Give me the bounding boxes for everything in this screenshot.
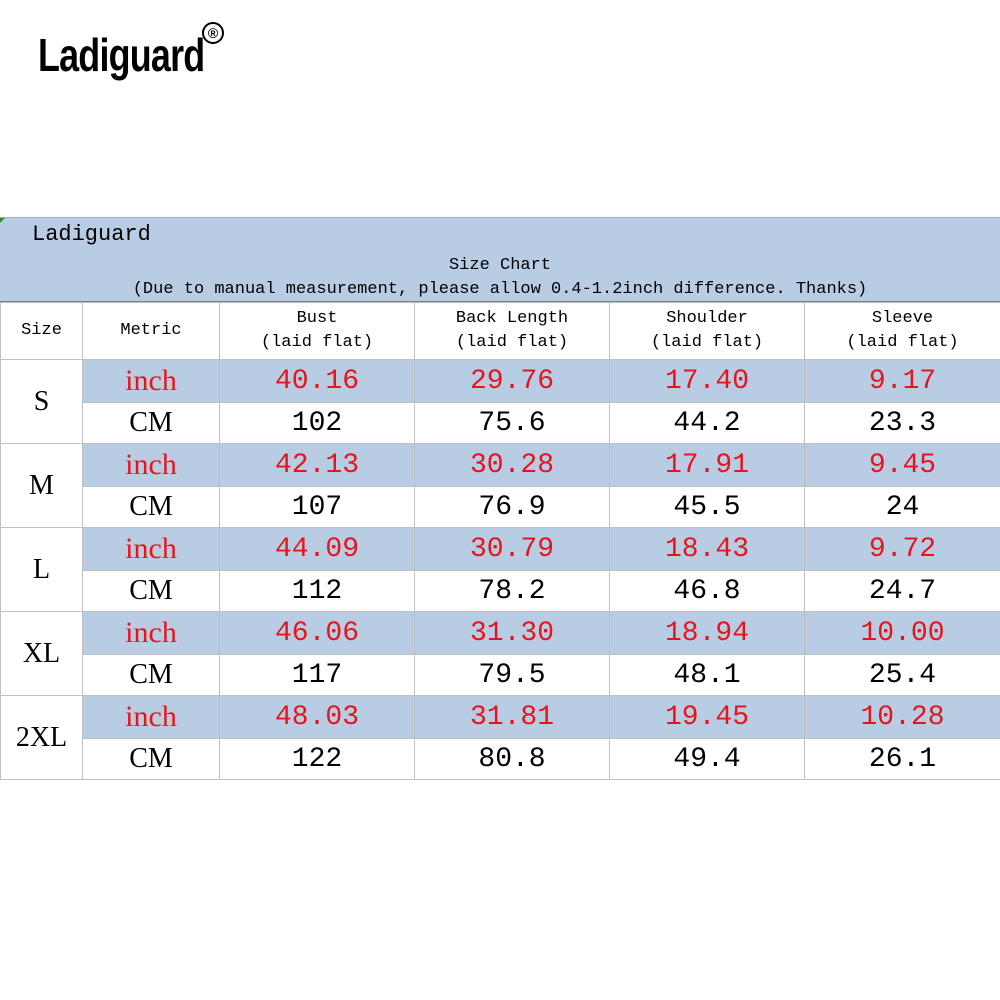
value-cell: 44.2 [609, 402, 805, 444]
metric-inch: inch [82, 443, 220, 487]
size-label: 2XL [0, 695, 83, 780]
chart-brand: Ladiguard [32, 222, 151, 247]
value-cell: 48.03 [219, 695, 415, 739]
value-cell: 79.5 [414, 654, 610, 696]
size-row-cm: CM 107 76.9 45.5 24 [1, 486, 1000, 528]
chart-title: Size Chart [448, 256, 552, 275]
size-row-cm: CM 117 79.5 48.1 25.4 [1, 654, 1000, 696]
logo-text: Ladiguard [38, 29, 205, 81]
size-row-cm: CM 102 75.6 44.2 23.3 [1, 402, 1000, 444]
size-chart: Ladiguard Size Chart (Due to manual meas… [0, 217, 1000, 780]
metric-cm: CM [82, 738, 220, 780]
header-shoulder-sub: (laid flat) [650, 333, 764, 352]
value-cell: 40.16 [219, 359, 415, 403]
value-cell: 30.28 [414, 443, 610, 487]
value-cell: 26.1 [804, 738, 1000, 780]
metric-inch: inch [82, 611, 220, 655]
registered-mark: ® [202, 22, 224, 44]
header-back-length-sub: (laid flat) [455, 333, 569, 352]
metric-cm: CM [82, 654, 220, 696]
value-cell: 25.4 [804, 654, 1000, 696]
size-row-inch: XL inch 46.06 31.30 18.94 10.00 [0, 611, 1000, 696]
value-cell: 10.00 [804, 611, 1000, 655]
value-cell: 24.7 [804, 570, 1000, 612]
value-cell: 46.06 [219, 611, 415, 655]
header-sleeve: Sleeve (laid flat) [804, 302, 1000, 360]
header-bust-sub: (laid flat) [260, 333, 374, 352]
metric-cm: CM [82, 402, 220, 444]
value-cell: 80.8 [414, 738, 610, 780]
value-cell: 45.5 [609, 486, 805, 528]
metric-inch: inch [82, 527, 220, 571]
value-cell: 31.30 [414, 611, 610, 655]
value-cell: 24 [804, 486, 1000, 528]
value-cell: 112 [219, 570, 415, 612]
column-header-row: Size Metric Bust (laid flat) Back Length… [0, 302, 1000, 360]
value-cell: 17.40 [609, 359, 805, 403]
value-cell: 29.76 [414, 359, 610, 403]
header-bust-label: Bust [296, 309, 338, 328]
header-sleeve-sub: (laid flat) [846, 333, 959, 352]
brand-logo: Ladiguard ® [38, 22, 251, 88]
value-cell: 30.79 [414, 527, 610, 571]
value-cell: 46.8 [609, 570, 805, 612]
value-cell: 122 [219, 738, 415, 780]
size-label: M [0, 443, 83, 528]
value-cell: 76.9 [414, 486, 610, 528]
metric-cm: CM [82, 570, 220, 612]
value-cell: 9.45 [804, 443, 1000, 487]
size-table: Size Metric Bust (laid flat) Back Length… [0, 302, 1000, 780]
value-cell: 42.13 [219, 443, 415, 487]
value-cell: 44.09 [219, 527, 415, 571]
value-cell: 31.81 [414, 695, 610, 739]
value-cell: 18.94 [609, 611, 805, 655]
value-cell: 9.17 [804, 359, 1000, 403]
size-label: L [0, 527, 83, 612]
metric-cm: CM [82, 486, 220, 528]
header-size: Size [0, 302, 83, 360]
value-cell: 18.43 [609, 527, 805, 571]
corner-marker [0, 218, 5, 223]
header-metric: Metric [82, 302, 220, 360]
metric-inch: inch [82, 359, 220, 403]
value-cell: 10.28 [804, 695, 1000, 739]
value-cell: 9.72 [804, 527, 1000, 571]
value-cell: 48.1 [609, 654, 805, 696]
value-cell: 75.6 [414, 402, 610, 444]
size-row-inch: 2XL inch 48.03 31.81 19.45 10.28 [0, 695, 1000, 780]
metric-inch: inch [82, 695, 220, 739]
value-cell: 102 [219, 402, 415, 444]
value-cell: 17.91 [609, 443, 805, 487]
header-back-length-label: Back Length [455, 309, 569, 328]
size-label: S [0, 359, 83, 444]
header-back-length: Back Length (laid flat) [414, 302, 610, 360]
header-sleeve-label: Sleeve [871, 309, 934, 328]
size-label: XL [0, 611, 83, 696]
value-cell: 19.45 [609, 695, 805, 739]
value-cell: 23.3 [804, 402, 1000, 444]
size-row-cm: CM 112 78.2 46.8 24.7 [1, 570, 1000, 612]
chart-note: (Due to manual measurement, please allow… [132, 280, 868, 299]
value-cell: 117 [219, 654, 415, 696]
header-shoulder: Shoulder (laid flat) [609, 302, 805, 360]
chart-header: Ladiguard Size Chart (Due to manual meas… [0, 217, 1000, 302]
value-cell: 49.4 [609, 738, 805, 780]
value-cell: 78.2 [414, 570, 610, 612]
header-shoulder-label: Shoulder [666, 309, 748, 328]
size-row-cm: CM 122 80.8 49.4 26.1 [1, 738, 1000, 780]
header-bust: Bust (laid flat) [219, 302, 415, 360]
value-cell: 107 [219, 486, 415, 528]
